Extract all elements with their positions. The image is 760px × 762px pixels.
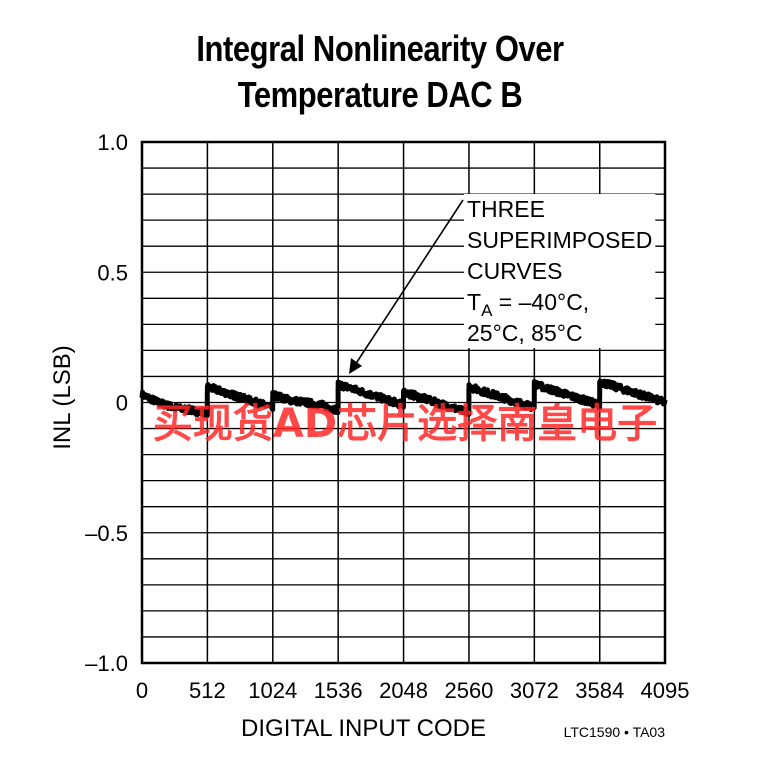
x-tick-label-1: 512 [189, 678, 226, 703]
y-axis-label: INL (LSB) [49, 345, 76, 449]
x-tick-label-3: 1536 [314, 678, 363, 703]
part-code-label: LTC1590 • TA03 [564, 724, 666, 740]
x-tick-label-6: 3072 [510, 678, 559, 703]
chart-title-line-1: Integral Nonlinearity Over [196, 28, 564, 69]
x-tick-label-2: 1024 [248, 678, 297, 703]
chart-title-line-2: Temperature DAC B [237, 74, 523, 115]
annotation-arrow-head [349, 358, 362, 374]
annotation-line-2: CURVES [467, 258, 562, 284]
x-tick-label-7: 3584 [575, 678, 624, 703]
y-tick-label-0: 1.0 [97, 130, 128, 155]
x-tick-label-4: 2048 [379, 678, 428, 703]
x-tick-labels: 0 512 1024 1536 2048 2560 3072 3584 4095 [136, 678, 690, 703]
y-tick-label-2: 0 [116, 391, 128, 416]
x-tick-label-8: 4095 [641, 678, 690, 703]
annotation-line-0: THREE [467, 196, 545, 222]
inl-curve [139, 378, 668, 419]
annotation-line-1: SUPERIMPOSED [467, 227, 652, 253]
watermark-text: 买现货AD芯片选择南皇电子 [153, 401, 657, 447]
annotation-background [464, 194, 656, 348]
x-tick-label-0: 0 [136, 678, 148, 703]
plot-frame [140, 140, 667, 665]
annotation: THREE SUPERIMPOSED CURVES TA = –40°C,25°C, … [349, 194, 656, 374]
x-axis-label: DIGITAL INPUT CODE [241, 715, 486, 742]
x-tick-label-5: 2560 [444, 678, 493, 703]
y-tick-label-4: –1.0 [85, 651, 128, 676]
y-tick-label-1: 0.5 [97, 260, 128, 285]
data-series [139, 378, 668, 419]
y-tick-label-3: –0.5 [85, 521, 128, 546]
annotation-line-3: TA = –40°C, [467, 289, 589, 320]
annotation-arrow-line [354, 199, 464, 366]
y-tick-labels: 1.0 0.5 0 –0.5 –1.0 [85, 130, 128, 676]
annotation-line-4: 25°C, 85°C [467, 320, 583, 346]
